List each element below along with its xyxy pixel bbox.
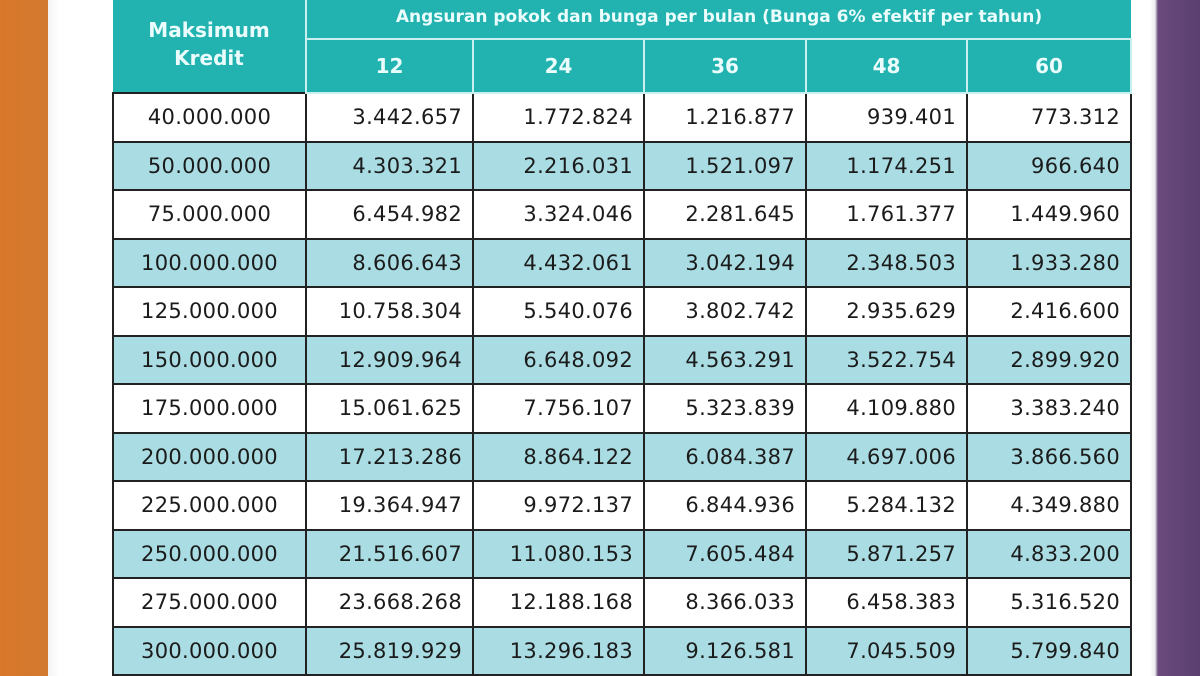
installment-cell: 6.844.936	[643, 480, 807, 531]
credit-amount-cell: 225.000.000	[112, 480, 307, 531]
header-term-60: 60	[966, 39, 1132, 94]
table-row: 250.000.000 21.516.607 11.080.153 7.605.484…	[112, 528, 1132, 579]
installment-cell: 3.442.657	[305, 92, 474, 143]
credit-amount-cell: 175.000.000	[112, 383, 307, 434]
header-term-36: 36	[643, 39, 807, 94]
installment-cell: 9.972.137	[472, 480, 645, 531]
installment-cell: 3.383.240	[966, 383, 1132, 434]
installment-cell: 773.312	[966, 92, 1132, 143]
table-row: 275.000.000 23.668.268 12.188.168 8.366.033…	[112, 577, 1132, 628]
installment-cell: 966.640	[966, 140, 1132, 191]
credit-amount-cell: 200.000.000	[112, 431, 307, 482]
installment-cell: 5.540.076	[472, 286, 645, 337]
installment-cell: 6.648.092	[472, 334, 645, 385]
credit-amount-cell: 100.000.000	[112, 237, 307, 288]
table-row: 150.000.000 12.909.964 6.648.092 4.563.291 3…	[112, 334, 1132, 385]
installment-cell: 5.871.257	[805, 528, 968, 579]
installment-cell: 4.432.061	[472, 237, 645, 288]
installment-cell: 17.213.286	[305, 431, 474, 482]
table-row: 75.000.000 6.454.982 3.324.046 2.281.645 1.7…	[112, 189, 1132, 240]
installment-cell: 4.303.321	[305, 140, 474, 191]
header-max-credit: Maksimum Kredit	[113, 0, 307, 93]
installment-table: Maksimum Kredit Angsuran pokok dan bunga…	[112, 0, 1132, 676]
installment-cell: 4.109.880	[805, 383, 968, 434]
installment-cell: 2.899.920	[966, 334, 1132, 385]
installment-cell: 7.605.484	[643, 528, 807, 579]
installment-cell: 6.458.383	[805, 577, 968, 628]
installment-cell: 1.761.377	[805, 189, 968, 240]
credit-amount-cell: 275.000.000	[112, 577, 307, 628]
header-installment-group: Angsuran pokok dan bunga per bulan (Bung…	[305, 0, 1131, 40]
installment-cell: 1.174.251	[805, 140, 968, 191]
installment-cell: 2.216.031	[472, 140, 645, 191]
installment-cell: 4.563.291	[643, 334, 807, 385]
installment-cell: 5.799.840	[966, 625, 1132, 676]
installment-cell: 23.668.268	[305, 577, 474, 628]
installment-cell: 13.296.183	[472, 625, 645, 676]
installment-cell: 5.284.132	[805, 480, 968, 531]
installment-cell: 9.126.581	[643, 625, 807, 676]
installment-cell: 2.416.600	[966, 286, 1132, 337]
table-row: 200.000.000 17.213.286 8.864.122 6.084.387 4…	[112, 431, 1132, 482]
installment-cell: 12.188.168	[472, 577, 645, 628]
installment-cell: 21.516.607	[305, 528, 474, 579]
installment-cell: 4.833.200	[966, 528, 1132, 579]
installment-cell: 2.281.645	[643, 189, 807, 240]
installment-cell: 19.364.947	[305, 480, 474, 531]
installment-cell: 939.401	[805, 92, 968, 143]
installment-cell: 1.449.960	[966, 189, 1132, 240]
credit-amount-cell: 300.000.000	[112, 625, 307, 676]
installment-cell: 6.454.982	[305, 189, 474, 240]
installment-cell: 5.323.839	[643, 383, 807, 434]
installment-cell: 1.521.097	[643, 140, 807, 191]
installment-cell: 1.933.280	[966, 237, 1132, 288]
installment-cell: 1.772.824	[472, 92, 645, 143]
installment-cell: 4.697.006	[805, 431, 968, 482]
installment-cell: 5.316.520	[966, 577, 1132, 628]
table-row: 175.000.000 15.061.625 7.756.107 5.323.839 4…	[112, 383, 1132, 434]
header-term-24: 24	[472, 39, 645, 94]
credit-amount-cell: 125.000.000	[112, 286, 307, 337]
header-term-48: 48	[805, 39, 968, 94]
installment-cell: 7.045.509	[805, 625, 968, 676]
installment-cell: 10.758.304	[305, 286, 474, 337]
installment-cell: 3.042.194	[643, 237, 807, 288]
installment-cell: 4.349.880	[966, 480, 1132, 531]
installment-cell: 1.216.877	[643, 92, 807, 143]
installment-cell: 6.084.387	[643, 431, 807, 482]
installment-cell: 11.080.153	[472, 528, 645, 579]
installment-cell: 2.348.503	[805, 237, 968, 288]
table-row: 50.000.000 4.303.321 2.216.031 1.521.097 1.1…	[112, 140, 1132, 191]
table-row: 40.000.000 3.442.657 1.772.824 1.216.877 939…	[112, 92, 1132, 143]
table-row: 125.000.000 10.758.304 5.540.076 3.802.742 2…	[112, 286, 1132, 337]
installment-cell: 3.522.754	[805, 334, 968, 385]
header-term-12: 12	[305, 39, 474, 94]
installment-cell: 3.802.742	[643, 286, 807, 337]
installment-cell: 2.935.629	[805, 286, 968, 337]
installment-cell: 7.756.107	[472, 383, 645, 434]
installment-cell: 15.061.625	[305, 383, 474, 434]
credit-amount-cell: 250.000.000	[112, 528, 307, 579]
table-row: 100.000.000 8.606.643 4.432.061 3.042.194 2.…	[112, 237, 1132, 288]
installment-cell: 8.366.033	[643, 577, 807, 628]
installment-cell: 3.866.560	[966, 431, 1132, 482]
credit-amount-cell: 75.000.000	[112, 189, 307, 240]
installment-cell: 3.324.046	[472, 189, 645, 240]
credit-amount-cell: 150.000.000	[112, 334, 307, 385]
installment-cell: 25.819.929	[305, 625, 474, 676]
credit-amount-cell: 40.000.000	[112, 92, 307, 143]
installment-cell: 8.606.643	[305, 237, 474, 288]
installment-cell: 8.864.122	[472, 431, 645, 482]
credit-amount-cell: 50.000.000	[112, 140, 307, 191]
table-row: 225.000.000 19.364.947 9.972.137 6.844.936 5…	[112, 480, 1132, 531]
table-row: 300.000.000 25.819.929 13.296.183 9.126.581…	[112, 625, 1132, 676]
installment-cell: 12.909.964	[305, 334, 474, 385]
